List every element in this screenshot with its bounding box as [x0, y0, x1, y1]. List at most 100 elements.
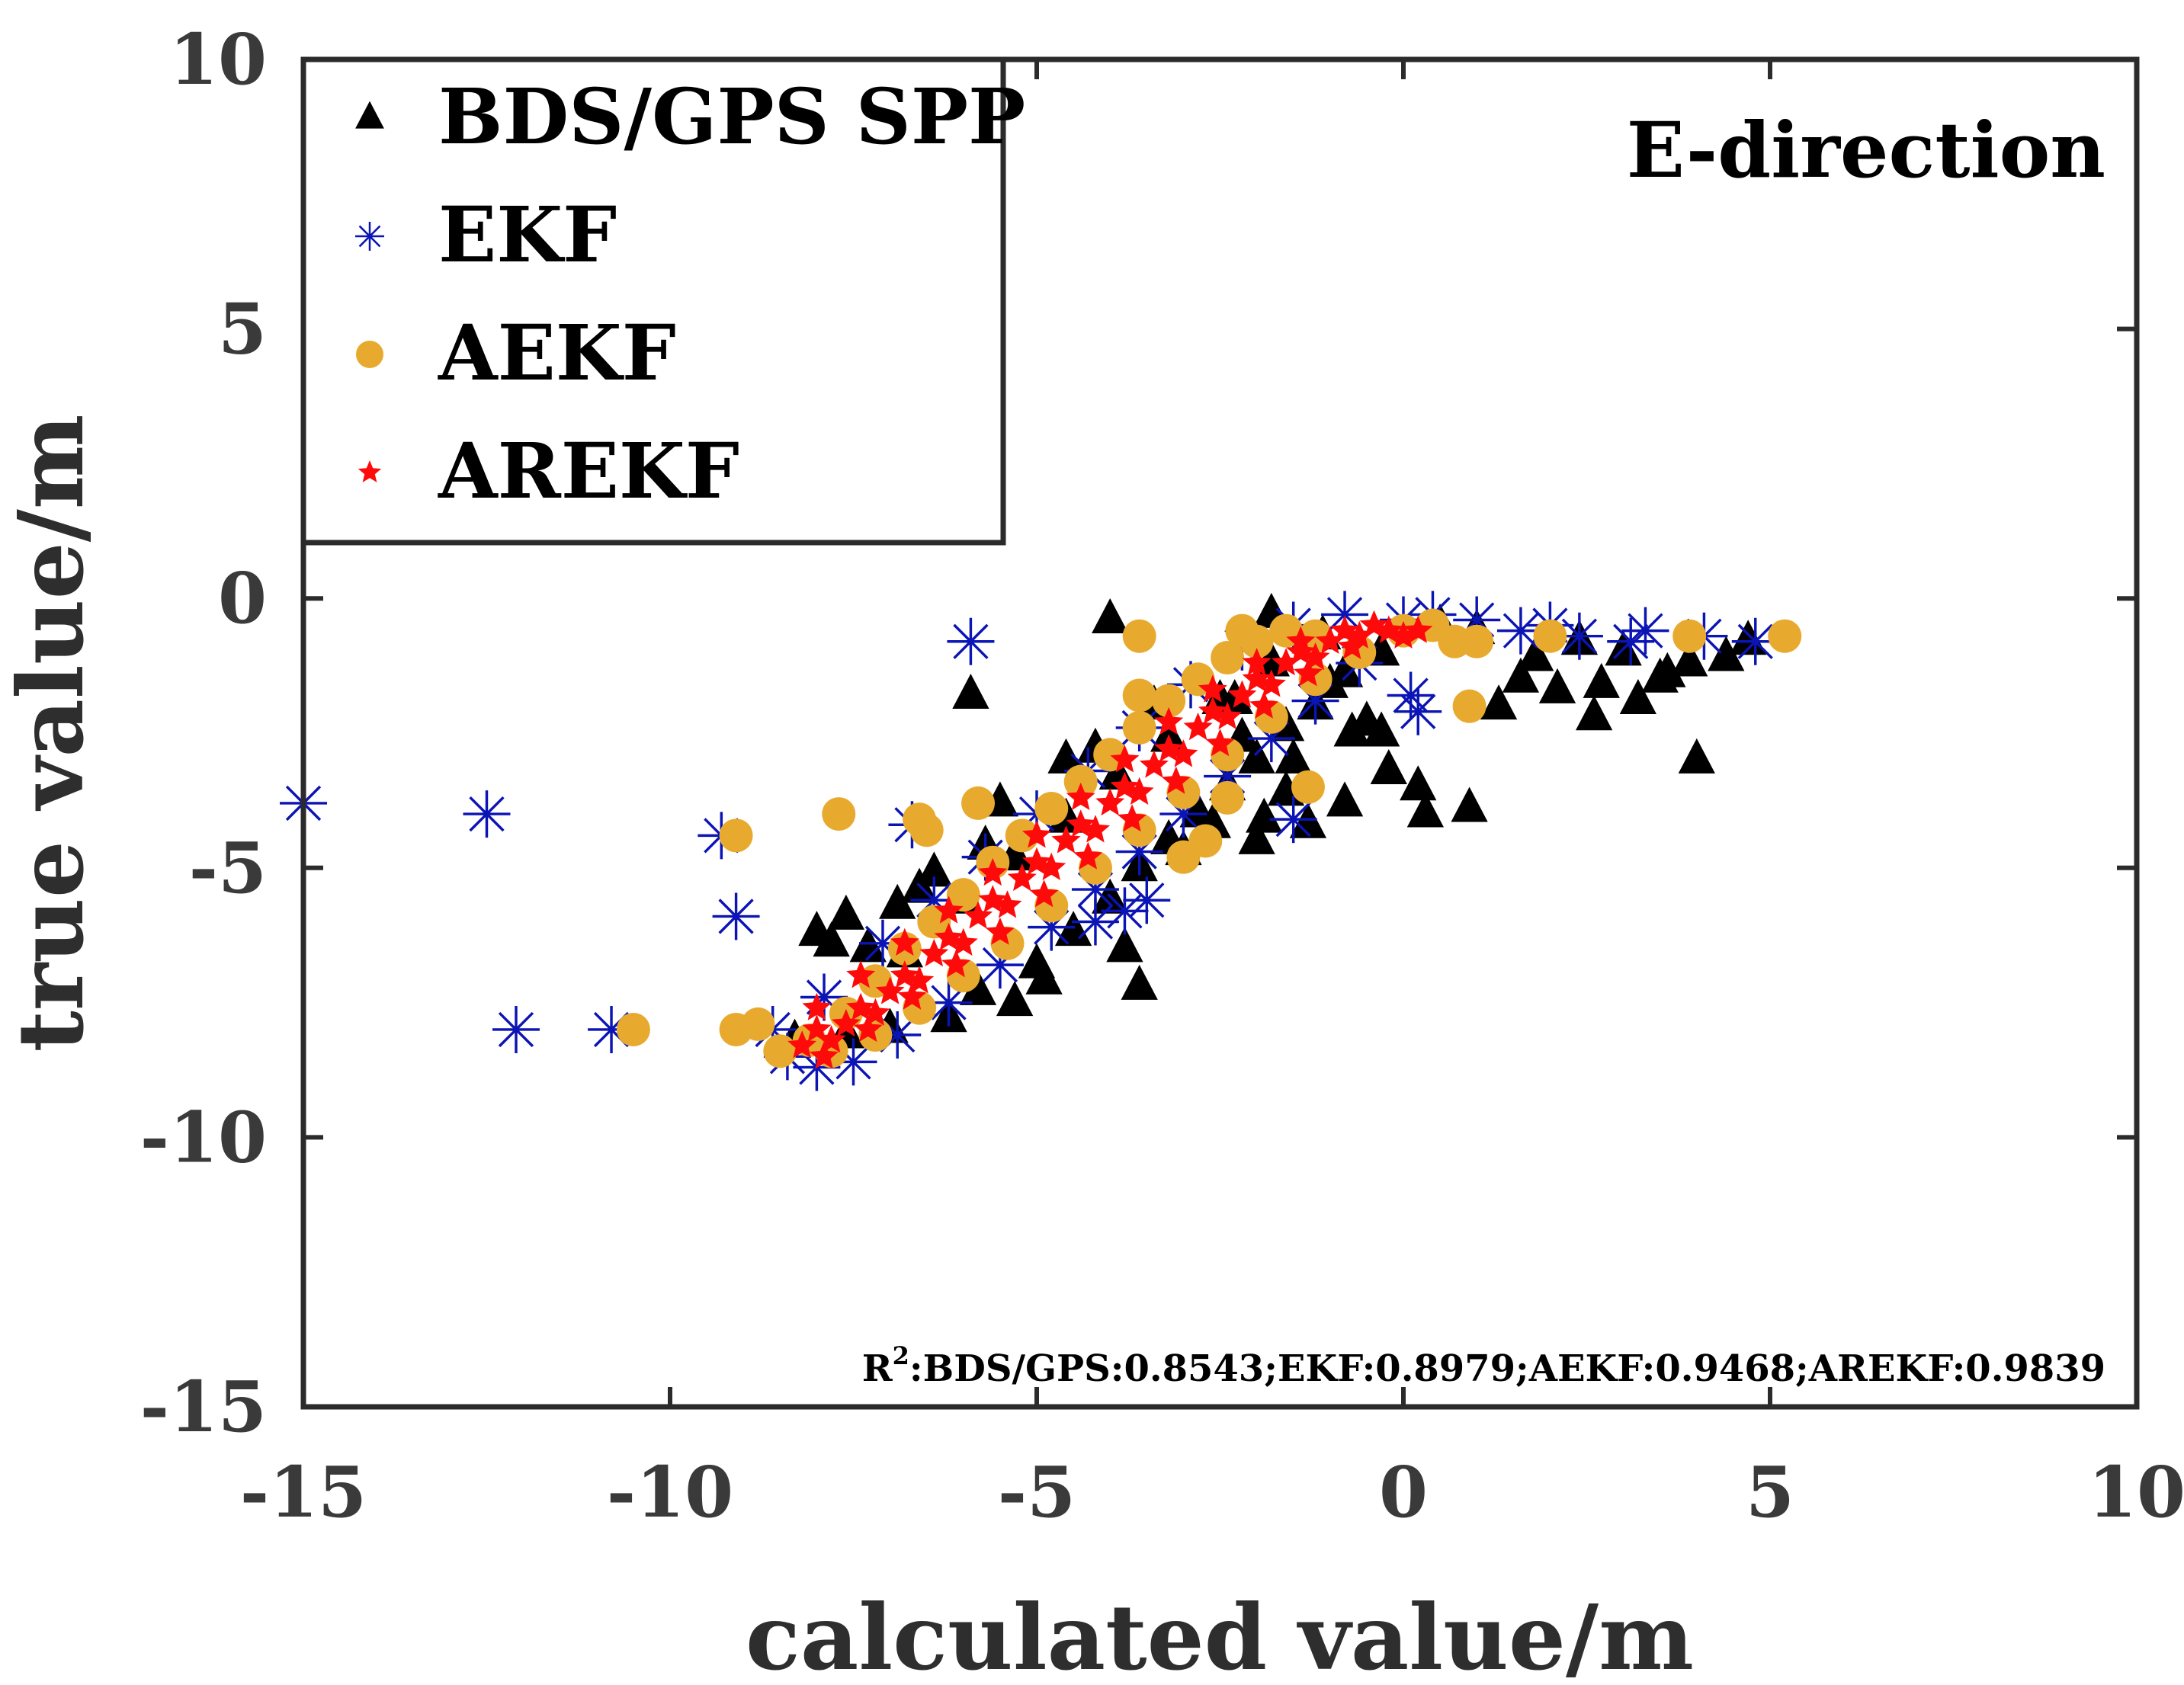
ekf-point [1607, 617, 1655, 665]
arekf-point [1403, 615, 1433, 643]
arekf-point [1227, 680, 1257, 708]
arekf-point [853, 1014, 883, 1043]
arekf-point [1183, 712, 1213, 741]
direction-label: E-direction [1627, 105, 2105, 195]
arekf-point [1198, 674, 1227, 703]
x-tick-label: -10 [607, 1451, 733, 1533]
ekf-point [800, 973, 848, 1021]
bds-gps-spp-point [1275, 738, 1312, 774]
arekf-point [875, 976, 905, 1004]
legend-marker-aekf [356, 341, 383, 368]
x-tick-label: 5 [1746, 1451, 1794, 1533]
bds-gps-spp-point [1238, 818, 1275, 854]
legend-marker-arekf [358, 460, 382, 482]
arekf-point [1073, 841, 1103, 870]
y-tick-label: -10 [140, 1096, 267, 1178]
ekf-point [947, 617, 995, 665]
bds-gps-spp-point [1619, 679, 1656, 715]
bds-gps-spp-point [813, 921, 850, 957]
arekf-point [934, 895, 964, 924]
aekf-point [1291, 770, 1325, 804]
bds-gps-spp-point [952, 673, 989, 709]
bds-gps-spp-point [1502, 657, 1540, 693]
arekf-point [1154, 706, 1184, 735]
legend-label-aekf: AEKF [438, 308, 676, 398]
bds-gps-spp-point [827, 894, 865, 930]
legend: BDS/GPS SPP EKF AEKF AREKF [300, 56, 1025, 546]
bds-gps-spp-point [959, 969, 997, 1005]
aekf-point [1211, 640, 1245, 674]
arekf-point [1095, 787, 1125, 816]
aekf-point [1188, 824, 1223, 858]
arekf-point [1022, 820, 1051, 848]
aekf-point [1122, 710, 1156, 745]
y-tick-label: 10 [169, 18, 267, 101]
ekf-point [1731, 617, 1779, 665]
aekf-point [1122, 619, 1156, 653]
bds-gps-spp-point [996, 981, 1034, 1017]
legend-label-bds-gps-spp: BDS/GPS SPP [438, 72, 1025, 162]
arekf-point [948, 927, 978, 956]
bds-gps-spp-point [1480, 684, 1518, 720]
aekf-point [946, 878, 980, 912]
ekf-point [1101, 887, 1149, 935]
ekf-point [910, 876, 958, 924]
arekf-point [985, 917, 1015, 945]
aekf-point [822, 797, 856, 831]
bds-gps-spp-point [1671, 641, 1708, 677]
bds-gps-spp-point [916, 851, 953, 887]
aekf-point [719, 818, 753, 853]
aekf-point [1533, 619, 1567, 653]
data-points [280, 591, 1802, 1091]
aekf-point [1452, 689, 1486, 723]
arekf-point [964, 901, 993, 929]
bds-gps-spp-point [1729, 620, 1767, 655]
ekf-point [1071, 898, 1119, 946]
arekf-point [831, 1008, 861, 1037]
y-axis-title: true value/m [0, 414, 104, 1052]
aekf-point [1240, 624, 1274, 658]
arekf-point [897, 982, 927, 1010]
ekf-point [1453, 596, 1501, 644]
arekf-point [1205, 729, 1235, 757]
bds-gps-spp-point [1370, 748, 1407, 784]
bds-gps-spp-point [1326, 781, 1364, 817]
x-tick-label: 10 [2088, 1451, 2184, 1533]
bds-gps-spp-point [1121, 964, 1158, 1000]
aekf-point [741, 1007, 775, 1041]
bds-gps-spp-point [1451, 786, 1488, 822]
bds-gps-spp-point [1538, 668, 1576, 703]
arekf-point [1213, 701, 1243, 729]
aekf-point [1122, 678, 1156, 713]
ekf-point [1621, 607, 1669, 655]
arekf-point [1249, 690, 1279, 719]
aekf-point [763, 1034, 797, 1068]
bds-gps-spp-point [1678, 738, 1715, 774]
ekf-point [1496, 607, 1544, 655]
legend-markers [355, 101, 384, 482]
arekf-point [802, 992, 832, 1020]
y-tick-label: -5 [189, 827, 267, 909]
arekf-point [810, 1041, 839, 1069]
x-axis-title: calculated value/m [746, 1584, 1694, 1685]
arekf-point [1272, 648, 1301, 676]
bds-gps-spp-point [1575, 695, 1613, 731]
bds-gps-spp-point [1406, 792, 1445, 828]
bds-gps-spp-point [1092, 597, 1129, 633]
ekf-point [1394, 687, 1442, 735]
arekf-point [1286, 626, 1316, 654]
ekf-point [1159, 790, 1207, 838]
arekf-point [993, 890, 1022, 918]
aekf-point [961, 786, 996, 820]
arekf-point [941, 950, 971, 978]
ekf-point [925, 979, 973, 1027]
bds-gps-spp-point [1047, 738, 1085, 774]
arekf-point [1118, 804, 1147, 832]
r2-exponent: 2 [893, 1341, 909, 1370]
arekf-point [1051, 825, 1081, 854]
aekf-point [1211, 780, 1245, 815]
bds-gps-spp-point [1517, 636, 1554, 671]
arekf-point [1169, 739, 1198, 767]
arekf-point [978, 857, 1008, 886]
series-arekf [787, 610, 1433, 1069]
